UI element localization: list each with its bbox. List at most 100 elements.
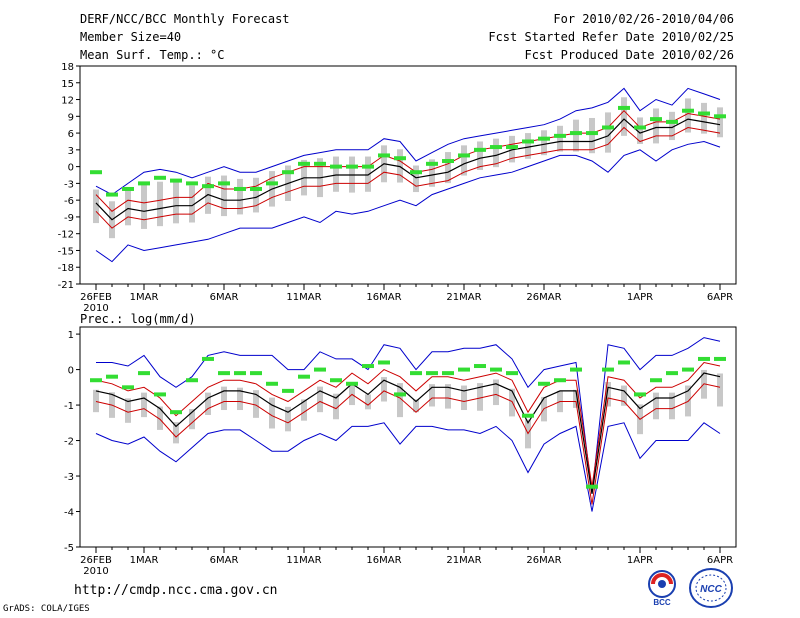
temp-y-tick-label: -9 xyxy=(64,213,74,224)
prec-marker xyxy=(282,388,294,393)
prec-marker xyxy=(378,360,390,365)
bcc-logo-text: BCC xyxy=(653,598,671,607)
temp-ensemble-bar xyxy=(493,138,499,168)
prec-ensemble-bar xyxy=(189,408,195,430)
temp-marker xyxy=(154,175,166,180)
temp-marker xyxy=(122,186,134,191)
temp-ensemble-bar xyxy=(525,133,531,159)
temp-marker xyxy=(570,131,582,136)
temp-marker xyxy=(442,159,454,164)
prec-ensemble-bar xyxy=(653,392,659,420)
prec-x-tick-label: 6MAR xyxy=(210,555,239,566)
temp-marker xyxy=(250,186,262,191)
prec-marker xyxy=(666,371,678,376)
temp-y-tick-label: 9 xyxy=(68,112,74,123)
ncc-logo-text: NCC xyxy=(700,584,722,595)
temp-x-tick-label: 11MAR xyxy=(286,292,321,303)
prec-ensemble-bar xyxy=(253,390,259,418)
prec-x-tick-label: 1MAR xyxy=(130,555,159,566)
prec-marker xyxy=(170,410,182,415)
prec-ensemble-bar xyxy=(429,384,435,407)
temp-y-tick-label: 3 xyxy=(68,146,74,157)
prec-y-tick-label: -4 xyxy=(64,508,74,519)
refer-date: Fcst Started Refer Date 2010/02/25 xyxy=(488,30,734,44)
temp-x-tick-label: 26FEB xyxy=(80,292,112,303)
temp-ensemble-bar xyxy=(557,125,563,152)
prec-ensemble-bar xyxy=(477,383,483,411)
chart-title: DERF/NCC/BCC Monthly Forecast xyxy=(80,12,290,26)
temp-ensemble-bar xyxy=(93,189,99,224)
temp-ensemble-bar xyxy=(237,178,243,215)
temp-ensemble-bar xyxy=(701,102,707,134)
temp-x-tick-label: 16MAR xyxy=(366,292,401,303)
prec-ensemble-bar xyxy=(717,373,723,407)
temp-y-tick-label: -3 xyxy=(64,179,74,190)
temp-marker xyxy=(346,164,358,169)
prec-ensemble-bar xyxy=(445,384,451,409)
temp-y-tick-label: -18 xyxy=(58,263,74,274)
prec-plot-frame xyxy=(79,326,737,548)
source-url[interactable]: http://cmdp.ncc.cma.gov.cn xyxy=(74,583,278,598)
prec-series-mean xyxy=(95,372,721,494)
prec-marker xyxy=(250,371,262,376)
prec-marker xyxy=(602,367,614,372)
prec-ensemble-bar xyxy=(125,398,131,423)
prec-marker xyxy=(362,364,374,369)
prec-marker xyxy=(618,360,630,365)
temp-marker xyxy=(362,164,374,169)
temp-series-mean-plus-minus-std xyxy=(95,109,721,212)
temp-plot-frame xyxy=(79,65,737,285)
prec-ensemble-bar xyxy=(605,382,611,407)
temp-marker xyxy=(522,139,534,144)
prec-marker xyxy=(314,367,326,372)
temp-x-tick-label: 2010 xyxy=(83,303,108,314)
temp-ensemble-bar xyxy=(333,156,339,192)
prec-marker xyxy=(426,371,438,376)
prec-marker xyxy=(186,378,198,383)
temp-y-tick-label: 6 xyxy=(68,129,74,140)
temp-ensemble-bar xyxy=(253,177,259,213)
prec-series-max xyxy=(96,337,721,494)
temp-marker xyxy=(234,186,246,191)
prec-marker xyxy=(490,367,502,372)
temp-x-tick-label: 1APR xyxy=(627,292,653,303)
prec-marker xyxy=(506,371,518,376)
prec-marker xyxy=(154,392,166,397)
temp-marker xyxy=(682,108,694,113)
temp-marker xyxy=(666,119,678,124)
prec-x-tick-label: 2010 xyxy=(83,566,108,577)
prec-marker xyxy=(714,356,726,361)
temp-ensemble-bar xyxy=(669,111,675,141)
prec-marker xyxy=(298,374,310,379)
temp-marker xyxy=(202,184,214,189)
prec-marker xyxy=(522,413,534,418)
prec-y-tick-label: 0 xyxy=(68,366,74,377)
temp-marker xyxy=(330,164,342,169)
prec-marker xyxy=(330,378,342,383)
temp-marker xyxy=(490,145,502,150)
prec-ensemble-bar xyxy=(205,392,211,415)
temp-y-tick-label: -12 xyxy=(58,230,74,241)
prec-marker xyxy=(234,371,246,376)
prec-ensemble-bar xyxy=(493,379,499,406)
prec-ensemble-bar xyxy=(381,377,387,402)
temp-ensemble-bar xyxy=(397,149,403,183)
prec-marker xyxy=(698,356,710,361)
prec-marker xyxy=(634,392,646,397)
prec-y-tick-label: -2 xyxy=(64,437,74,448)
prec-ensemble-bar xyxy=(269,397,275,429)
temp-marker xyxy=(554,133,566,138)
prec-series-mean-plus-minus-std xyxy=(95,361,721,487)
temp-ensemble-bar xyxy=(509,135,515,163)
temp-ensemble-bar xyxy=(221,175,227,217)
temp-marker xyxy=(474,147,486,152)
temp-series-min xyxy=(95,87,721,196)
ncc-logo: NCC xyxy=(688,567,734,613)
temp-series-mean xyxy=(95,118,721,221)
temp-marker xyxy=(458,153,470,158)
prec-marker xyxy=(650,378,662,383)
bcc-logo: BCC xyxy=(641,567,683,611)
temp-marker xyxy=(186,181,198,186)
